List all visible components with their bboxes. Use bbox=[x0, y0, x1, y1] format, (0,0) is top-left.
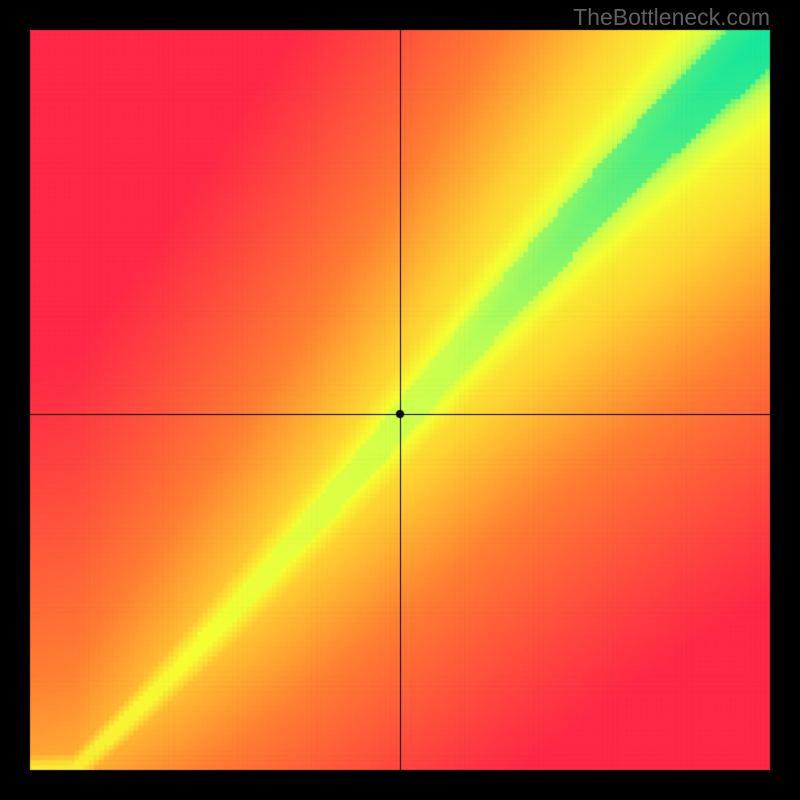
watermark-text: TheBottleneck.com bbox=[573, 4, 770, 31]
chart-container: TheBottleneck.com bbox=[0, 0, 800, 800]
bottleneck-heatmap bbox=[0, 0, 800, 800]
